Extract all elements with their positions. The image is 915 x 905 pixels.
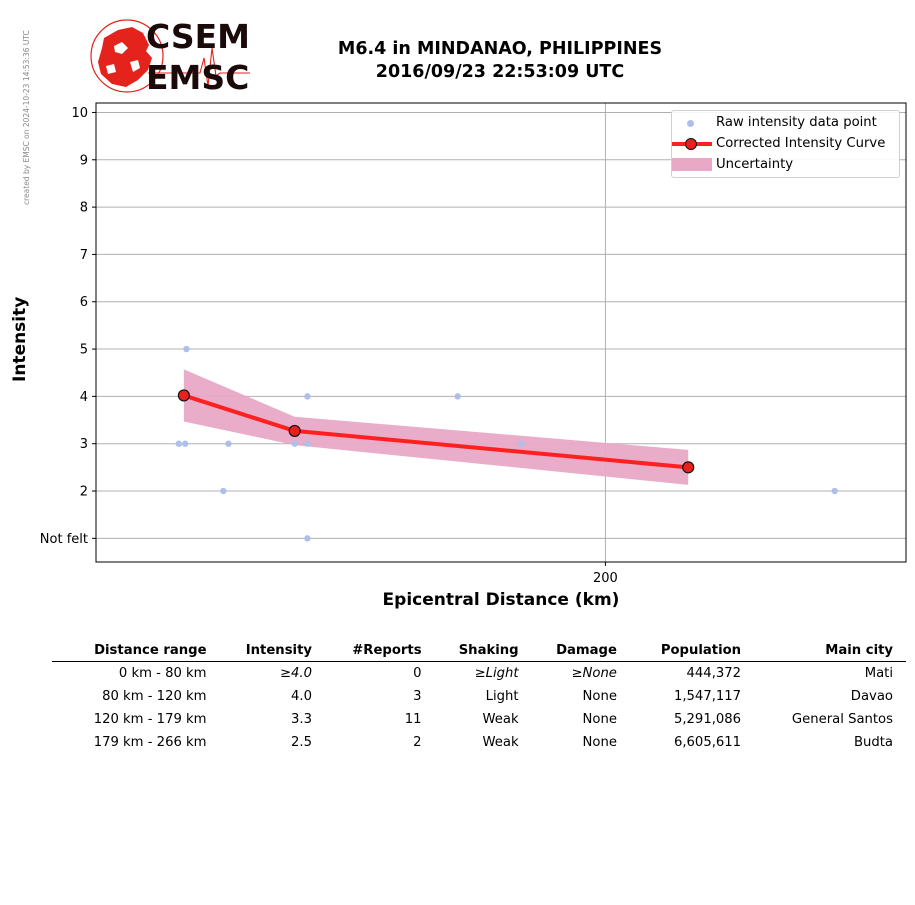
cell-reports: 2 <box>413 735 422 750</box>
cell-population: 5,291,086 <box>673 712 742 727</box>
cell-intensity: 2.5 <box>290 735 312 750</box>
y-axis-label-text: Intensity <box>10 296 30 382</box>
y-tick-label: 7 <box>80 248 88 263</box>
logo-emsc-text: EMSC <box>146 58 250 97</box>
raw-data-point <box>291 440 298 447</box>
raw-data-point <box>304 440 311 447</box>
raw-data-point <box>454 393 461 400</box>
table-row: 179 km - 266 km 2.5 2 Weak None 6,605,61… <box>52 731 906 754</box>
x-tick-label: 200 <box>593 571 618 586</box>
curve-point <box>177 389 190 402</box>
raw-data-point <box>304 535 311 542</box>
globe-icon <box>90 19 250 93</box>
y-tick-label: 2 <box>80 485 88 500</box>
y-tick-label: 9 <box>80 153 88 168</box>
cell-population: 444,372 <box>686 666 742 681</box>
cell-damage: None <box>582 712 617 727</box>
legend-label: Corrected Intensity Curve <box>716 136 886 151</box>
col-damage: Damage <box>531 640 630 662</box>
legend: Raw intensity data point Corrected Inten… <box>671 110 900 178</box>
y-tick-label: 3 <box>80 437 88 452</box>
x-axis-label: Epicentral Distance (km) <box>382 590 620 610</box>
cell-range: 120 km - 179 km <box>93 712 207 727</box>
col-main-city: Main city <box>754 640 906 662</box>
raw-data-point <box>175 440 182 447</box>
raw-data-point <box>181 440 189 447</box>
cell-intensity: ≥4.0 <box>279 666 312 681</box>
y-tick-label: 5 <box>80 343 88 358</box>
legend-label: Uncertainty <box>716 157 794 172</box>
cell-city: Budta <box>853 735 893 750</box>
logo-csem-text: CSEM <box>146 17 250 56</box>
intensity-chart: Not felt 2 3 4 5 6 7 8 9 10 200 <box>40 102 907 586</box>
raw-data-point <box>831 487 838 495</box>
table-row: 80 km - 120 km 4.0 3 Light None 1,547,11… <box>52 685 906 708</box>
uncertainty-band <box>183 369 689 485</box>
cell-damage: None <box>582 689 617 704</box>
cell-damage: ≥None <box>571 666 617 681</box>
table-row: 0 km - 80 km ≥4.0 0 ≥Light ≥None 444,372… <box>52 662 906 686</box>
cell-shaking: ≥Light <box>474 666 519 681</box>
emsc-logo: CSEM EMSC <box>88 17 258 98</box>
curve-point <box>682 461 695 474</box>
y-tick-label: 8 <box>80 201 88 216</box>
plot-frame <box>95 102 907 563</box>
cell-city: Davao <box>850 689 893 704</box>
cell-damage: None <box>582 735 617 750</box>
raw-data-point <box>183 345 190 353</box>
raw-data-point <box>518 440 525 447</box>
table-header-row: Distance range Intensity #Reports Shakin… <box>52 640 906 662</box>
col-intensity: Intensity <box>219 640 325 662</box>
raw-data-point <box>225 440 232 447</box>
legend-item-raw: Raw intensity data point <box>672 113 899 133</box>
cell-city: General Santos <box>791 712 893 727</box>
y-tick-label: 4 <box>80 390 88 405</box>
cell-range: 179 km - 266 km <box>93 735 207 750</box>
raw-point-marker <box>687 120 694 127</box>
curve-point-marker <box>685 138 697 150</box>
cell-shaking: Weak <box>482 735 519 750</box>
cell-reports: 11 <box>404 712 422 727</box>
col-population: Population <box>629 640 755 662</box>
cell-population: 1,547,117 <box>673 689 742 704</box>
intensity-summary-table: Distance range Intensity #Reports Shakin… <box>52 640 906 754</box>
title-line-2: 2016/09/23 22:53:09 UTC <box>375 62 625 82</box>
legend-item-uncertainty: Uncertainty <box>672 155 899 175</box>
cell-intensity: 4.0 <box>290 689 312 704</box>
raw-data-point <box>304 393 311 400</box>
table-row: 120 km - 179 km 3.3 11 Weak None 5,291,0… <box>52 708 906 731</box>
chart-title: M6.4 in MINDANAO, PHILIPPINES 2016/09/23… <box>290 38 710 84</box>
cell-population: 6,605,611 <box>673 735 742 750</box>
y-tick-label: Not felt <box>40 532 88 547</box>
legend-item-curve: Corrected Intensity Curve <box>672 134 899 154</box>
cell-reports: 0 <box>413 666 422 681</box>
cell-city: Mati <box>864 666 893 681</box>
cell-shaking: Weak <box>482 712 519 727</box>
cell-range: 80 km - 120 km <box>102 689 207 704</box>
y-tick-label: 6 <box>80 295 88 310</box>
col-reports: #Reports <box>324 640 435 662</box>
raw-data-point <box>220 487 227 495</box>
legend-label: Raw intensity data point <box>716 115 877 130</box>
cell-range: 0 km - 80 km <box>118 666 207 681</box>
cell-reports: 3 <box>413 689 422 704</box>
col-shaking: Shaking <box>434 640 532 662</box>
title-line-1: M6.4 in MINDANAO, PHILIPPINES <box>337 39 663 59</box>
curve-point <box>288 424 301 438</box>
cell-intensity: 3.3 <box>290 712 312 727</box>
col-distance-range: Distance range <box>52 640 220 662</box>
cell-shaking: Light <box>485 689 519 704</box>
y-tick-label: 10 <box>71 106 88 121</box>
uncertainty-swatch <box>672 158 712 171</box>
y-axis-label: Intensity <box>10 230 32 440</box>
